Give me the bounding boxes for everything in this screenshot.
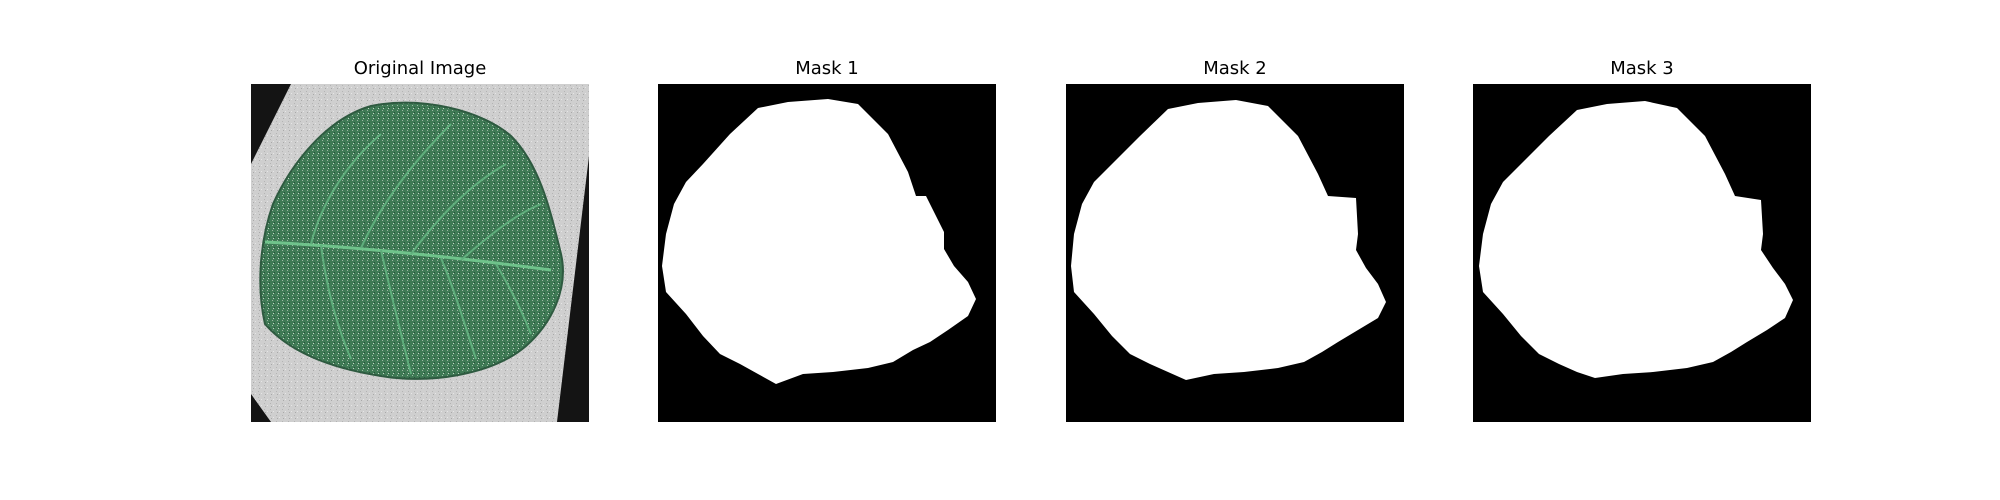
panel-mask-3: Mask 3 [1473, 0, 1811, 500]
mask-3-image [1473, 84, 1811, 422]
panel-mask-2: Mask 2 [1066, 0, 1404, 500]
panel-title: Mask 3 [1610, 58, 1674, 79]
original-image [251, 84, 589, 422]
panel-original-image: Original Image [251, 0, 589, 500]
panel-title: Mask 1 [795, 58, 859, 79]
mask-1-image [658, 84, 996, 422]
mask-2-image [1066, 84, 1404, 422]
panel-title: Mask 2 [1203, 58, 1267, 79]
panel-mask-1: Mask 1 [658, 0, 996, 500]
panel-title: Original Image [353, 58, 487, 79]
